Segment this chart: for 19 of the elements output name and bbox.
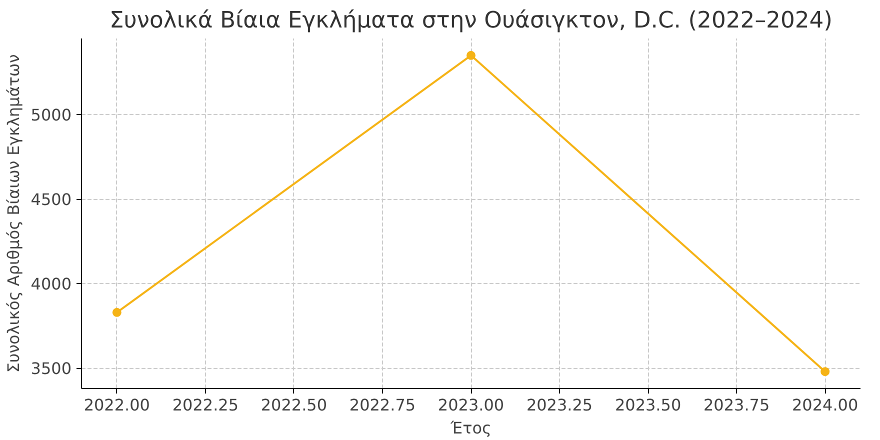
chart-title: Συνολικά Βίαια Εγκλήματα στην Ουάσιγκτον, D.C. (2022–2024) bbox=[109, 8, 833, 34]
x-tick-label: 2023.00 bbox=[438, 396, 504, 414]
x-tick-label: 2024.00 bbox=[792, 396, 858, 414]
x-tick-label: 2022.25 bbox=[172, 396, 239, 414]
point bbox=[466, 50, 476, 60]
y-tick-label: 4500 bbox=[30, 190, 72, 210]
x-tick-label: 2023.50 bbox=[614, 396, 682, 414]
x-tick-label: 2022.50 bbox=[260, 396, 328, 414]
point bbox=[112, 308, 122, 317]
y-tick-label: 5000 bbox=[30, 106, 72, 125]
x-tick-label: 2022.00 bbox=[84, 396, 150, 414]
y-tick-label: 3500 bbox=[30, 359, 72, 378]
x-tick-label: 2023.25 bbox=[526, 396, 593, 414]
x-tick-label: 2023.75 bbox=[703, 396, 770, 414]
point bbox=[820, 367, 830, 376]
x-axis-title: Έτος bbox=[450, 418, 492, 438]
y-tick-label: 4000 bbox=[30, 274, 72, 294]
y-axis-title: Συνολικός Αριθμός Βίαιων Εγκλημάτων bbox=[4, 54, 23, 373]
x-tick-label: 2022.75 bbox=[349, 396, 416, 414]
